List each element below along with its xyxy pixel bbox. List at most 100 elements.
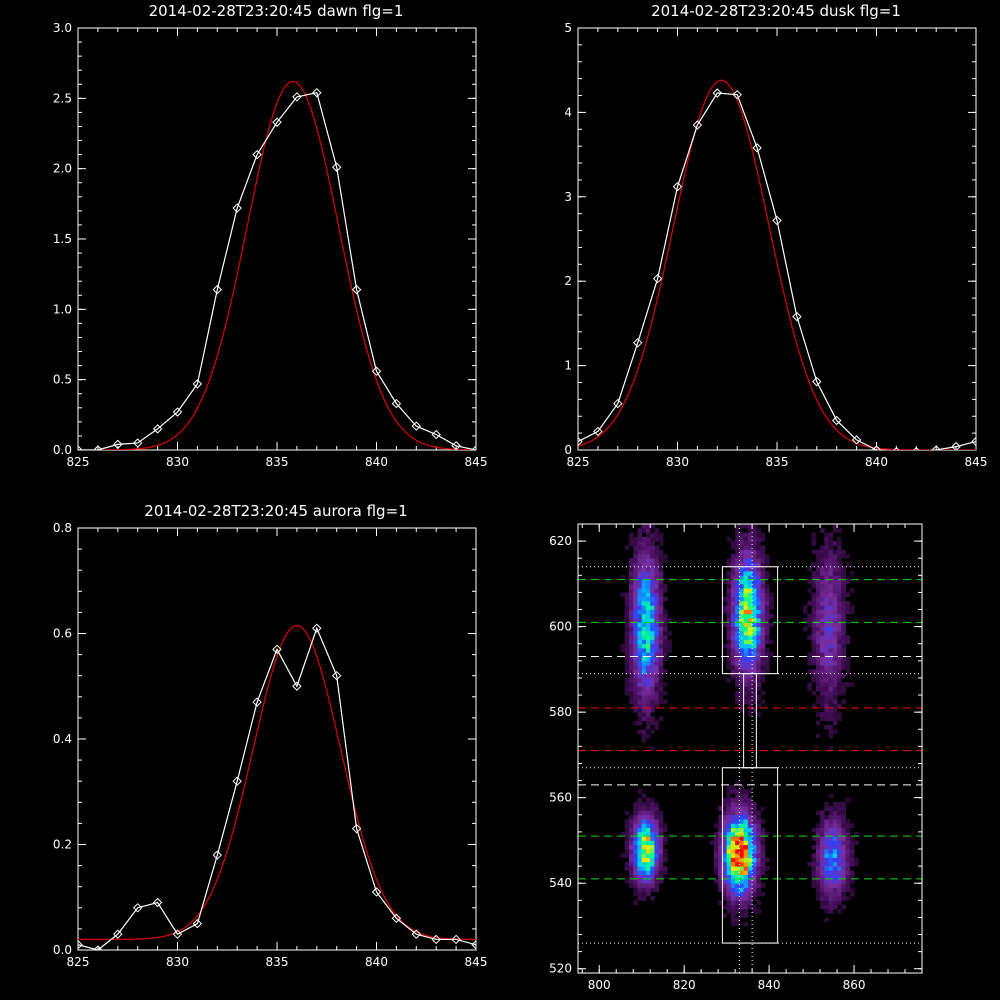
heatmap-cell bbox=[633, 810, 638, 816]
heatmap-cell bbox=[641, 844, 647, 850]
x-tick-label: 820 bbox=[673, 978, 696, 992]
heatmap-cell bbox=[658, 558, 664, 563]
heatmap-cell bbox=[722, 605, 728, 610]
heatmap-cell bbox=[832, 553, 838, 559]
heatmap-cell bbox=[730, 622, 736, 628]
heatmap-cell bbox=[658, 810, 664, 816]
heatmap-cell bbox=[820, 635, 825, 640]
heatmap-cell bbox=[739, 913, 745, 918]
heatmap-cell bbox=[735, 592, 740, 598]
heatmap-cell bbox=[650, 720, 655, 726]
heatmap-cell bbox=[824, 669, 829, 675]
heatmap-cell bbox=[828, 712, 834, 717]
heatmap-cell bbox=[735, 917, 740, 923]
heatmap-cell bbox=[628, 874, 634, 880]
heatmap-cell bbox=[832, 639, 838, 645]
heatmap-cell bbox=[747, 558, 753, 563]
heatmap-cell bbox=[726, 635, 732, 640]
heatmap-cell bbox=[654, 635, 660, 640]
heatmap-cell bbox=[739, 823, 745, 829]
heatmap-cell bbox=[743, 900, 749, 905]
heatmap-cell bbox=[654, 558, 660, 563]
heatmap-cell bbox=[760, 605, 766, 610]
heatmap-cell bbox=[722, 643, 728, 649]
heatmap-cell bbox=[726, 677, 732, 683]
heatmap-cell bbox=[832, 643, 838, 649]
heatmap-cell bbox=[841, 874, 846, 880]
heatmap-cell bbox=[752, 600, 757, 606]
heatmap-cell bbox=[735, 643, 740, 649]
heatmap-cell bbox=[832, 861, 838, 867]
heatmap-cell bbox=[828, 626, 834, 632]
heatmap-cell bbox=[832, 660, 838, 666]
heatmap-cell bbox=[824, 819, 829, 824]
heatmap-cell bbox=[743, 579, 749, 585]
heatmap-cell bbox=[633, 887, 638, 893]
heatmap-cell bbox=[641, 870, 647, 876]
heatmap-cell bbox=[811, 836, 817, 841]
heatmap-cell bbox=[624, 600, 630, 606]
heatmap-cell bbox=[645, 716, 651, 722]
heatmap-cell bbox=[722, 609, 728, 615]
heatmap-cell bbox=[637, 536, 643, 542]
heatmap-cell bbox=[654, 648, 660, 653]
data-point bbox=[471, 445, 476, 450]
heatmap-cell bbox=[820, 712, 825, 717]
heatmap-cell bbox=[747, 596, 753, 602]
heatmap-cell bbox=[824, 844, 829, 850]
heatmap-cell bbox=[841, 891, 846, 897]
heatmap-cell bbox=[739, 686, 745, 692]
heatmap-cell bbox=[747, 801, 753, 807]
heatmap-cell bbox=[815, 605, 821, 610]
heatmap-cell bbox=[641, 891, 647, 897]
heatmap-cell bbox=[739, 596, 745, 602]
heatmap-cell bbox=[722, 831, 728, 837]
heatmap-cell bbox=[747, 857, 753, 863]
heatmap-cell bbox=[645, 648, 651, 653]
heatmap-cell bbox=[760, 643, 766, 649]
heatmap-cell bbox=[769, 652, 774, 657]
heatmap-cell bbox=[658, 660, 664, 666]
heatmap-cell bbox=[713, 870, 719, 876]
heatmap-cell bbox=[764, 660, 770, 666]
heatmap-cell bbox=[747, 652, 753, 657]
heatmap-cell bbox=[756, 605, 762, 610]
heatmap-cell bbox=[824, 648, 829, 653]
heatmap-cell bbox=[624, 840, 630, 846]
heatmap-cell bbox=[841, 579, 846, 585]
heatmap-cell bbox=[832, 900, 838, 905]
heatmap-cell bbox=[637, 874, 643, 880]
heatmap-cell bbox=[845, 660, 851, 666]
heatmap-cell bbox=[650, 874, 655, 880]
x-tick-label: 835 bbox=[766, 455, 789, 469]
heatmap-cell bbox=[743, 853, 749, 858]
heatmap-cell bbox=[739, 669, 745, 675]
heatmap-cell bbox=[845, 831, 851, 837]
heatmap-cell bbox=[832, 656, 838, 662]
heatmap-cell bbox=[735, 836, 740, 841]
heatmap-cell bbox=[832, 635, 838, 640]
heatmap-cell bbox=[650, 878, 655, 884]
heatmap-cell bbox=[824, 878, 829, 884]
heatmap-cell bbox=[650, 797, 655, 803]
heatmap-cell bbox=[658, 630, 664, 636]
heatmap-cell bbox=[739, 840, 745, 846]
heatmap-cell bbox=[820, 682, 825, 687]
heatmap-cell bbox=[628, 686, 634, 692]
heatmap-cell bbox=[645, 695, 651, 700]
heatmap-cell bbox=[824, 861, 829, 867]
heatmap-cell bbox=[726, 827, 732, 833]
data-point bbox=[391, 913, 402, 924]
heatmap-cell bbox=[837, 596, 842, 602]
heatmap-cell bbox=[637, 823, 643, 829]
heatmap-cell bbox=[764, 575, 770, 580]
heatmap-cell bbox=[654, 703, 660, 709]
heatmap-cell bbox=[624, 848, 630, 854]
heatmap-cell bbox=[752, 643, 757, 649]
heatmap-cell bbox=[815, 622, 821, 628]
heatmap-cell bbox=[849, 874, 855, 880]
heatmap-cell bbox=[645, 866, 651, 871]
heatmap-cell bbox=[837, 878, 842, 884]
heatmap-cell bbox=[641, 571, 647, 576]
heatmap-cell bbox=[726, 583, 732, 589]
